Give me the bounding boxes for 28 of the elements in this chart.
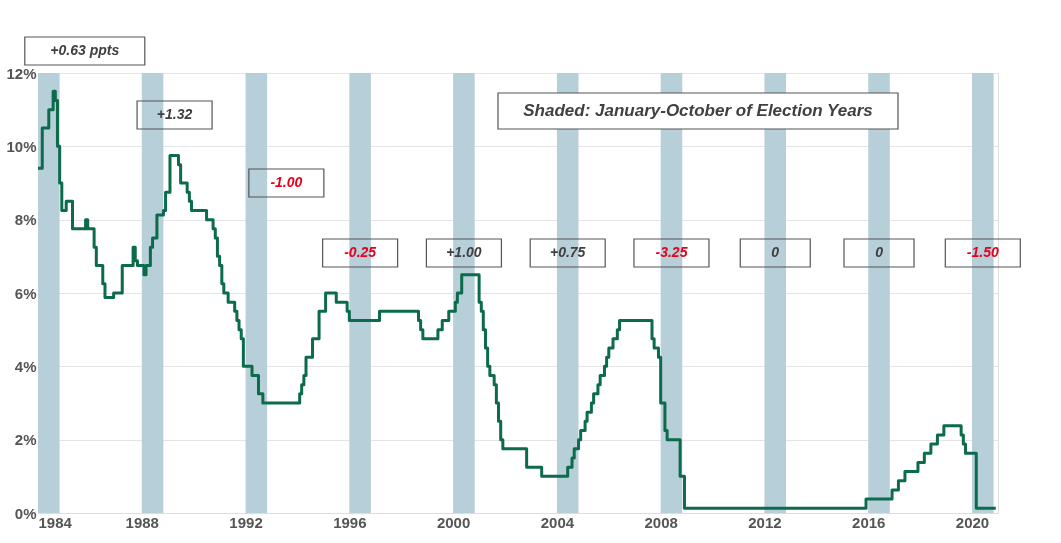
x-tick-label: 1996 [333,513,367,531]
band-label: -1.50 [966,244,999,260]
x-tick-label: 1992 [229,513,263,531]
y-tick-label: 10% [6,137,37,155]
x-tick-label: 2012 [748,513,782,531]
x-tick-label: 2004 [540,513,575,531]
band-label: +1.00 [446,244,482,260]
y-tick-label: 8% [14,211,37,229]
x-tick-label: 2020 [955,513,990,531]
band-label: 0 [771,244,780,260]
band-label: 0 [875,244,884,260]
x-tick-label: 1988 [125,513,159,531]
x-tick-label: 2016 [852,513,886,531]
x-tick-label: 2000 [436,513,471,531]
y-tick-label: 2% [14,431,37,449]
annotation: Shaded: January-October of Election Years [523,101,873,120]
y-tick-label: 0% [14,504,37,522]
x-tick-label: 1984 [38,513,73,531]
y-tick-label: 12% [6,64,37,82]
band-label: -1.00 [270,174,303,190]
band-label: +0.75 [549,244,586,260]
y-tick-label: 4% [14,357,37,375]
band-label: +1.32 [156,106,193,122]
x-tick-label: 2008 [644,513,678,531]
y-tick-label: 6% [14,284,37,302]
band-label: +0.63 ppts [50,42,120,58]
band-label: -0.25 [344,244,377,260]
band-label: -3.25 [655,244,688,260]
